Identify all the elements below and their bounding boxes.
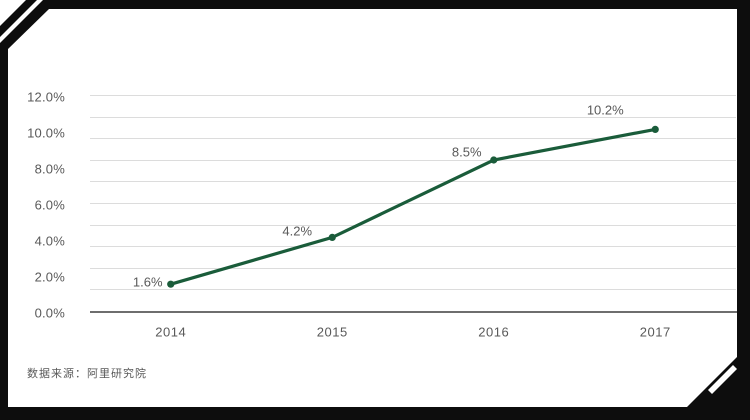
data-point-label: 10.2% [586,102,624,118]
data-point-marker [167,280,175,288]
data-point-marker [328,233,336,241]
data-point-label: 1.6% [132,274,163,290]
data-point-marker [651,125,659,133]
series-line [169,127,657,286]
data-point-marker [490,156,498,164]
source-note: 数据来源：阿里研究院 [27,368,147,380]
data-point-label: 8.5% [451,144,482,160]
data-point-label: 4.2% [282,223,313,239]
